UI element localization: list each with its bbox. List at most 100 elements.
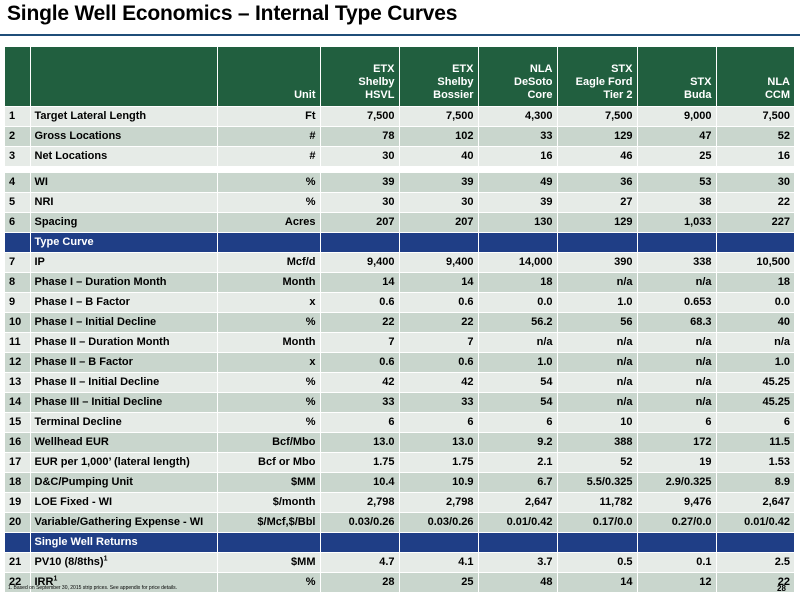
row-value: 53 (637, 172, 717, 193)
row-value: 6 (637, 412, 717, 433)
row-value: 56.2 (478, 312, 558, 333)
row-label: Phase I – Initial Decline (30, 312, 218, 333)
row-value: 129 (557, 126, 638, 147)
row-value: 129 (557, 212, 638, 233)
row-label: Phase II – Duration Month (30, 332, 218, 353)
row-value: 0.6 (399, 292, 479, 313)
column-header-line: Shelby (437, 76, 474, 88)
row-value: 1.0 (557, 292, 638, 313)
row-label: Terminal Decline (30, 412, 218, 433)
column-header-line: Core (527, 89, 553, 101)
column-header-line: NLA (529, 63, 553, 75)
section-blank (557, 232, 638, 253)
table-row: 19 LOE Fixed - WI $/month 2,798 2,798 2,647 11… (5, 492, 794, 513)
row-value: 56 (557, 312, 638, 333)
row-unit: % (217, 392, 321, 413)
table-row: 21 PV10 (8/8ths)1 $MM 4.7 4.1 3.7 0.5 0.1 2.5 (5, 552, 794, 573)
row-value: 1.0 (716, 352, 794, 373)
row-value: n/a (557, 372, 638, 393)
section-blank (557, 532, 638, 553)
column-header-line: Buda (684, 89, 712, 101)
row-value: 130 (478, 212, 558, 233)
row-unit: % (217, 572, 321, 593)
table-row: 9 Phase I – B Factor x 0.6 0.6 0.0 1.0 0.653 0.0 (5, 292, 794, 313)
row-label-text: Net Locations (34, 150, 108, 162)
row-value: 18 (478, 272, 558, 293)
row-label-text: Phase I – Initial Decline (34, 316, 157, 328)
row-number: 16 (5, 432, 31, 453)
row-value: 38 (637, 192, 717, 213)
row-number: 14 (5, 392, 31, 413)
table-row: 17 EUR per 1,000’ (lateral length) Bcf or … (5, 452, 794, 473)
row-value: 27 (557, 192, 638, 213)
row-value: 227 (716, 212, 794, 233)
row-label: Phase III – Initial Decline (30, 392, 218, 413)
row-unit: % (217, 312, 321, 333)
column-header-line: Tier 2 (603, 89, 633, 101)
row-value: 1.53 (716, 452, 794, 473)
table-row: 11 Phase II – Duration Month Month 7 7 n/a n/a… (5, 332, 794, 353)
row-value: 13.0 (399, 432, 479, 453)
row-value: 9,476 (637, 492, 717, 513)
row-unit: Mcf/d (217, 252, 321, 273)
row-number: 20 (5, 512, 31, 533)
row-label-text: Gross Locations (34, 130, 122, 142)
row-value: 0.653 (637, 292, 717, 313)
row-number: 11 (5, 332, 31, 353)
row-value: 0.03/0.26 (320, 512, 400, 533)
row-value: 14,000 (478, 252, 558, 273)
row-label-text: Target Lateral Length (34, 110, 147, 122)
column-header-line: NLA (767, 76, 790, 88)
section-blank (399, 532, 479, 553)
row-value: 16 (716, 146, 794, 167)
row-value: 388 (557, 432, 638, 453)
table-row: 6 Spacing Acres 207 207 130 129 1,033 227 (5, 212, 794, 233)
row-value: 1.75 (399, 452, 479, 473)
row-label: Phase I – Duration Month (30, 272, 218, 293)
row-number: 12 (5, 352, 31, 373)
row-value: 39 (399, 172, 479, 193)
row-label-text: Terminal Decline (34, 416, 122, 428)
row-value: 54 (478, 372, 558, 393)
table-header-row: Unit ETX Shelby HSVL ETX Shelby Bossier NLA DeSo… (5, 47, 794, 107)
row-value: n/a (637, 372, 717, 393)
row-value: 4,300 (478, 106, 558, 127)
row-label-text: D&C/Pumping Unit (34, 476, 133, 488)
row-value: 0.0 (478, 292, 558, 313)
row-value: 7,500 (399, 106, 479, 127)
section-blank (217, 532, 321, 553)
row-number: 17 (5, 452, 31, 473)
row-number: 22 (5, 572, 31, 593)
row-label: NRI (30, 192, 218, 213)
column-header-line: CCM (764, 89, 790, 101)
row-unit: % (217, 172, 321, 193)
row-value: 18 (716, 272, 794, 293)
row-value: 52 (716, 126, 794, 147)
row-value: n/a (637, 332, 717, 353)
row-label-text: Phase I – Duration Month (34, 276, 167, 288)
row-value: 25 (399, 572, 479, 593)
row-value: 30 (320, 192, 400, 213)
row-value: 22 (399, 312, 479, 333)
row-value: 7 (320, 332, 400, 353)
row-value: 9,400 (399, 252, 479, 273)
row-value: 78 (320, 126, 400, 147)
column-header: NLA DeSoto Core (478, 47, 558, 107)
row-label-text: LOE Fixed - WI (34, 496, 113, 508)
row-unit: Month (217, 332, 321, 353)
table-row: 13 Phase II – Initial Decline% 42 42 54 n/a n/… (5, 372, 794, 393)
row-value: 2.5 (716, 552, 794, 573)
row-label-text: IRR (34, 576, 54, 588)
row-value: 11,782 (557, 492, 638, 513)
table-row: 3 Net Locations #30 40 16 46 25 16 (5, 146, 794, 167)
row-number: 9 (5, 292, 31, 313)
row-label-text: Wellhead EUR (34, 436, 109, 448)
row-number: 5 (5, 192, 31, 213)
row-value: 12 (637, 572, 717, 593)
row-value: 0.17/0.0 (557, 512, 638, 533)
row-value: 102 (399, 126, 479, 147)
row-number: 3 (5, 146, 31, 167)
row-value: 54 (478, 392, 558, 413)
row-value: 7,500 (557, 106, 638, 127)
row-number: 15 (5, 412, 31, 433)
